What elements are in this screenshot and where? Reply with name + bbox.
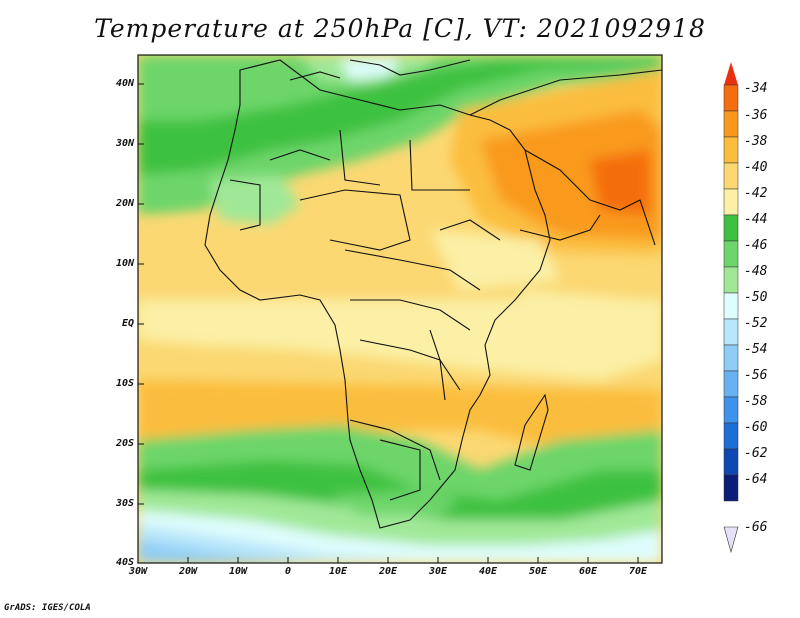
map-title: Temperature at 250hPa [C], VT: 202109291… xyxy=(94,14,706,43)
colorbar-label: -60 xyxy=(744,420,768,435)
colorbar-label: -52 xyxy=(744,316,768,331)
colorbar-label: -50 xyxy=(744,290,768,305)
colorbar-cell xyxy=(723,136,739,164)
lon-label-50e: 50E xyxy=(528,566,548,577)
colorbar-cell xyxy=(723,370,739,398)
colorbar-cell xyxy=(723,318,739,346)
colorbar-label: -38 xyxy=(744,134,768,149)
colorbar-label: -58 xyxy=(744,394,768,409)
map-frame xyxy=(137,54,663,564)
colorbar-label: -66 xyxy=(744,520,768,535)
lon-label-30e: 30E xyxy=(428,566,448,577)
lon-label-30w: 30W xyxy=(128,566,148,577)
colorbar-cell xyxy=(723,266,739,294)
lon-label-20w: 20W xyxy=(178,566,198,577)
colorbar-cell xyxy=(723,188,739,216)
colorbar-over-arrow xyxy=(724,62,738,85)
colorbar-under-arrow xyxy=(723,526,739,554)
lon-label-20e: 20E xyxy=(378,566,398,577)
colorbar-label: -42 xyxy=(744,186,768,201)
lat-label-20s: 20S xyxy=(115,438,134,449)
lat-label-20n: 20N xyxy=(115,198,134,209)
colorbar-cell xyxy=(723,422,739,450)
colorbar-cell xyxy=(723,292,739,320)
colorbar-cell xyxy=(723,344,739,372)
lon-label-60e: 60E xyxy=(578,566,598,577)
colorbar-label: -34 xyxy=(744,81,768,96)
colorbar-cell xyxy=(723,214,739,242)
colorbar-cell xyxy=(723,474,739,502)
lat-label-40n: 40N xyxy=(115,78,134,89)
colorbar-cell xyxy=(723,448,739,476)
lon-label-40e: 40E xyxy=(478,566,498,577)
temperature-field xyxy=(138,55,662,563)
colorbar-label: -56 xyxy=(744,368,768,383)
credit-text: GrADS: IGES/COLA xyxy=(4,603,91,613)
coastlines xyxy=(204,59,662,529)
colorbar-label: -36 xyxy=(744,108,768,123)
lon-label-70e: 70E xyxy=(628,566,648,577)
lat-label-10n: 10N xyxy=(115,258,134,269)
lat-label-10s: 10S xyxy=(115,378,134,389)
colorbar xyxy=(723,62,739,554)
colorbar-label: -54 xyxy=(744,342,768,357)
colorbar-label: -40 xyxy=(744,160,768,175)
colorbar-cell xyxy=(723,84,739,112)
colorbar-cell xyxy=(723,162,739,190)
axis-ticks xyxy=(138,83,639,563)
colorbar-cell xyxy=(723,396,739,424)
colorbar-cell xyxy=(723,240,739,268)
colorbar-label: -62 xyxy=(744,446,768,461)
colorbar-cell xyxy=(723,110,739,138)
lat-label-30n: 30N xyxy=(115,138,134,149)
colorbar-label: -44 xyxy=(744,212,768,227)
colorbar-label: -48 xyxy=(744,264,768,279)
lat-label-eq: EQ xyxy=(121,318,134,329)
colorbar-label: -46 xyxy=(744,238,768,253)
lon-label-0: 0 xyxy=(284,566,292,577)
lat-label-30s: 30S xyxy=(115,498,134,509)
lon-label-10w: 10W xyxy=(228,566,248,577)
colorbar-label: -64 xyxy=(744,472,768,487)
lat-label-40s: 40S xyxy=(115,557,134,568)
lon-label-10e: 10E xyxy=(328,566,348,577)
